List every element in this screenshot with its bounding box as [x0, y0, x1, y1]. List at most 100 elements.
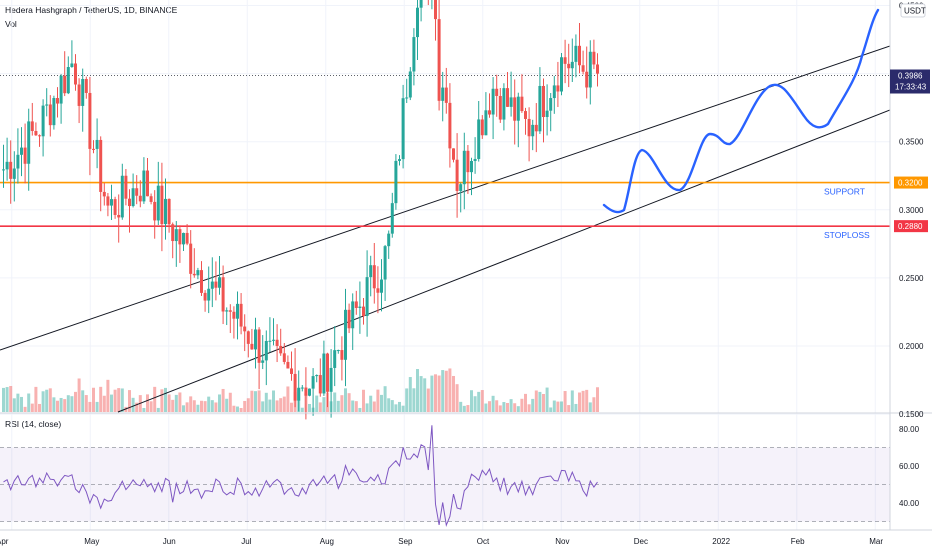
candle-body [336, 350, 340, 352]
volume-bar [81, 390, 85, 412]
volume-bar [59, 397, 63, 412]
price-tick-label: 0.3500 [899, 138, 924, 147]
volume-bar [182, 405, 185, 412]
price-tick-label: 0.1500 [899, 410, 924, 419]
projection-curve[interactable] [602, 8, 880, 214]
candle-body [347, 309, 351, 329]
candle-body [538, 85, 542, 132]
volume-bar [459, 401, 463, 412]
volume-bar [372, 401, 376, 412]
volume-bar [480, 390, 484, 412]
candle-body [452, 148, 455, 160]
candle-body [383, 246, 387, 280]
currency-badge[interactable] [900, 3, 926, 18]
candle-body [585, 71, 589, 88]
candle-body [264, 340, 268, 361]
candle-body [160, 185, 164, 225]
volume-bar [38, 403, 41, 412]
time-tick-label: May [84, 537, 99, 546]
candle-body [178, 229, 182, 245]
candle-body [329, 367, 333, 392]
candle-body [480, 119, 484, 136]
candle-body [354, 301, 358, 308]
candle-body [596, 64, 599, 74]
candle-body [102, 191, 106, 197]
volume-bar [455, 384, 459, 412]
time-tick-label: Oct [477, 537, 490, 546]
channel-lower-line[interactable] [117, 109, 891, 413]
candle-body [531, 124, 535, 137]
candle-body [437, 19, 441, 101]
candle-body [315, 375, 319, 377]
candle-body [84, 78, 88, 93]
volume-bar [171, 399, 175, 412]
volume-bar [156, 407, 160, 412]
candle-body [459, 184, 463, 191]
volume-bar [185, 402, 189, 412]
candle-body [484, 110, 488, 136]
candle-body [63, 75, 67, 94]
volume-bar [243, 400, 247, 412]
volume-bar [34, 386, 38, 412]
candle-body [120, 175, 124, 218]
volume-bar [542, 393, 545, 412]
candle-body [376, 288, 380, 293]
volume-bar [398, 401, 401, 412]
candle-body [171, 224, 175, 242]
candle-body [365, 277, 369, 316]
candle-body [182, 232, 185, 245]
volume-bar [84, 395, 88, 412]
symbol-title[interactable]: Hedera Hashgraph / TetherUS, 1D, BINANCE [5, 5, 178, 15]
volume-bar [70, 396, 74, 412]
volume-bar [408, 377, 412, 412]
time-tick-label: Apr [0, 537, 9, 546]
volume-bar [192, 400, 196, 412]
volume-bar [5, 387, 9, 412]
volume-indicator-label[interactable]: Vol [5, 19, 17, 29]
candle-body [405, 97, 409, 99]
candle-body [142, 170, 146, 202]
volume-bar [412, 388, 416, 412]
volume-bar [498, 405, 502, 412]
volume-bar [477, 391, 481, 412]
current-price-value: 0.3986 [898, 72, 923, 81]
candle-body [286, 361, 290, 369]
projection-path[interactable] [602, 8, 880, 214]
volume-bar [358, 407, 362, 412]
candle-body [200, 270, 203, 293]
volume-bar [102, 395, 106, 412]
candle-body [358, 306, 362, 308]
candle-body [470, 160, 473, 173]
candle-body [56, 98, 59, 104]
trend-channel[interactable] [0, 45, 891, 413]
candle-body [552, 85, 556, 99]
volume-bar [174, 394, 178, 412]
candle-body [419, 0, 423, 8]
volume-bar [416, 369, 419, 412]
candle-body [509, 97, 513, 107]
volume-bar [56, 400, 59, 412]
candle-body [164, 198, 167, 225]
volume-bar [513, 403, 517, 412]
volume-bar [178, 392, 182, 412]
volume-bar [488, 401, 491, 412]
candle-body [369, 265, 373, 278]
volume-bar [592, 397, 596, 412]
volume-bar [531, 398, 535, 412]
volume-bar [92, 387, 95, 412]
volume-bar [570, 390, 574, 412]
price-tag-support [894, 176, 928, 189]
volume-bar [426, 388, 430, 412]
channel-upper-line[interactable] [0, 45, 891, 351]
volume-bar [448, 368, 452, 412]
rsi-indicator-label[interactable]: RSI (14, close) [5, 419, 62, 429]
candle-body [318, 375, 322, 394]
volume-bar [524, 393, 527, 412]
candle-body [12, 168, 16, 179]
volume-bar [383, 386, 387, 412]
volume-bar [495, 400, 499, 412]
volume-bar [362, 389, 365, 412]
volume-bar [560, 401, 563, 412]
candle-body [77, 84, 81, 106]
